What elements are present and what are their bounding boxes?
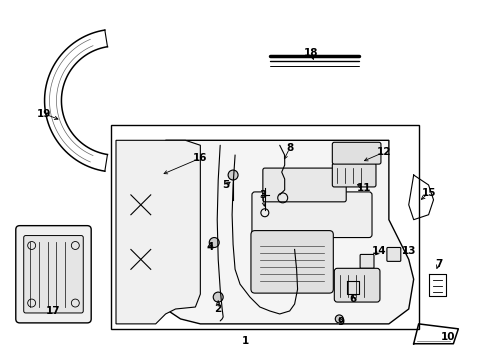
FancyBboxPatch shape <box>24 235 83 313</box>
Text: 13: 13 <box>401 247 416 256</box>
FancyBboxPatch shape <box>387 247 401 261</box>
Circle shape <box>209 238 219 247</box>
Text: 16: 16 <box>193 153 208 163</box>
Text: 10: 10 <box>441 332 456 342</box>
Text: 18: 18 <box>304 48 319 58</box>
Text: 6: 6 <box>349 294 357 304</box>
Text: 8: 8 <box>286 143 294 153</box>
FancyBboxPatch shape <box>334 268 380 302</box>
Circle shape <box>213 292 223 302</box>
FancyBboxPatch shape <box>263 168 346 202</box>
Text: 5: 5 <box>222 180 230 190</box>
Circle shape <box>228 170 238 180</box>
FancyBboxPatch shape <box>16 226 91 323</box>
Text: 4: 4 <box>207 243 214 252</box>
FancyBboxPatch shape <box>251 231 333 293</box>
Circle shape <box>335 315 343 323</box>
PathPatch shape <box>116 140 200 324</box>
Text: 17: 17 <box>46 306 61 316</box>
Text: 11: 11 <box>357 183 371 193</box>
Text: 12: 12 <box>377 147 391 157</box>
Text: 15: 15 <box>421 188 436 198</box>
Text: 3: 3 <box>259 190 267 200</box>
Text: 7: 7 <box>435 259 442 269</box>
Text: 9: 9 <box>338 317 345 327</box>
FancyBboxPatch shape <box>332 142 381 164</box>
FancyBboxPatch shape <box>360 255 374 268</box>
PathPatch shape <box>166 140 414 324</box>
Text: 14: 14 <box>371 247 386 256</box>
FancyBboxPatch shape <box>252 192 372 238</box>
FancyBboxPatch shape <box>332 163 376 187</box>
Text: 2: 2 <box>215 304 222 314</box>
Text: 1: 1 <box>242 336 248 346</box>
Text: 19: 19 <box>36 108 51 118</box>
